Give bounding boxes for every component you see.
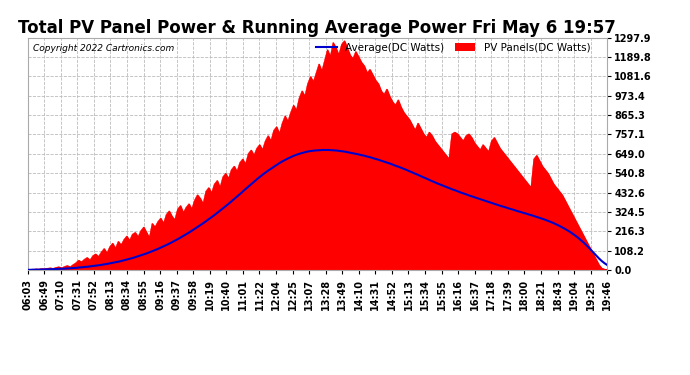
Text: Copyright 2022 Cartronics.com: Copyright 2022 Cartronics.com bbox=[33, 45, 175, 54]
Title: Total PV Panel Power & Running Average Power Fri May 6 19:57: Total PV Panel Power & Running Average P… bbox=[19, 20, 616, 38]
Legend: Average(DC Watts), PV Panels(DC Watts): Average(DC Watts), PV Panels(DC Watts) bbox=[316, 43, 591, 53]
